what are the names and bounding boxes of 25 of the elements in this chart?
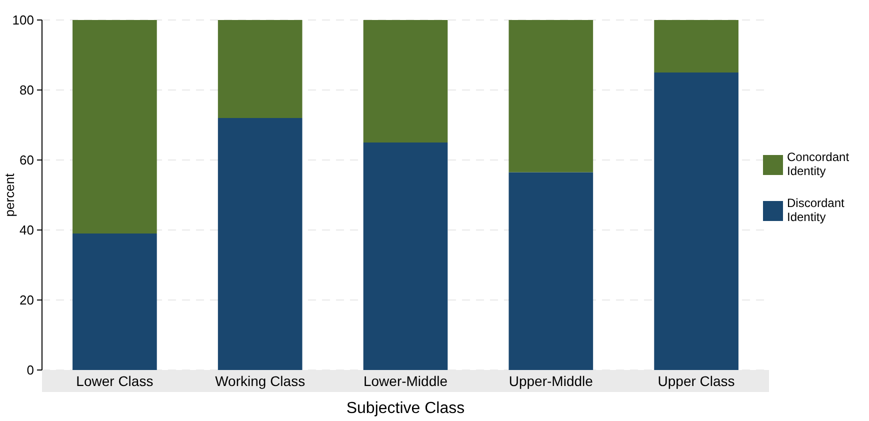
bar bbox=[72, 234, 157, 370]
x-tick-label: Working Class bbox=[215, 373, 306, 389]
bar bbox=[654, 72, 738, 370]
x-tick-label: Lower Class bbox=[76, 373, 154, 389]
y-tick-label: 100 bbox=[12, 12, 34, 28]
y-tick-label: 40 bbox=[20, 222, 34, 238]
x-tick-label: Upper Class bbox=[658, 373, 735, 389]
bar bbox=[218, 20, 302, 118]
x-tick-label: Lower-Middle bbox=[363, 373, 448, 389]
bar bbox=[218, 118, 302, 370]
legend-label: Discordant Identity bbox=[787, 196, 846, 224]
bar bbox=[654, 20, 738, 72]
y-tick-label: 80 bbox=[20, 82, 34, 98]
bar bbox=[508, 20, 594, 172]
x-axis-title: Subjective Class bbox=[346, 400, 465, 417]
y-tick-label: 0 bbox=[26, 362, 34, 378]
bar bbox=[363, 142, 448, 370]
x-tick-label: Upper-Middle bbox=[508, 373, 594, 389]
bar bbox=[508, 172, 594, 370]
y-tick-label: 20 bbox=[20, 292, 34, 308]
bar bbox=[363, 20, 448, 142]
y-tick-label: 60 bbox=[20, 152, 34, 168]
bar bbox=[72, 20, 157, 234]
y-axis-title: percent bbox=[2, 172, 17, 217]
legend-label: Concordant Identity bbox=[787, 150, 850, 178]
